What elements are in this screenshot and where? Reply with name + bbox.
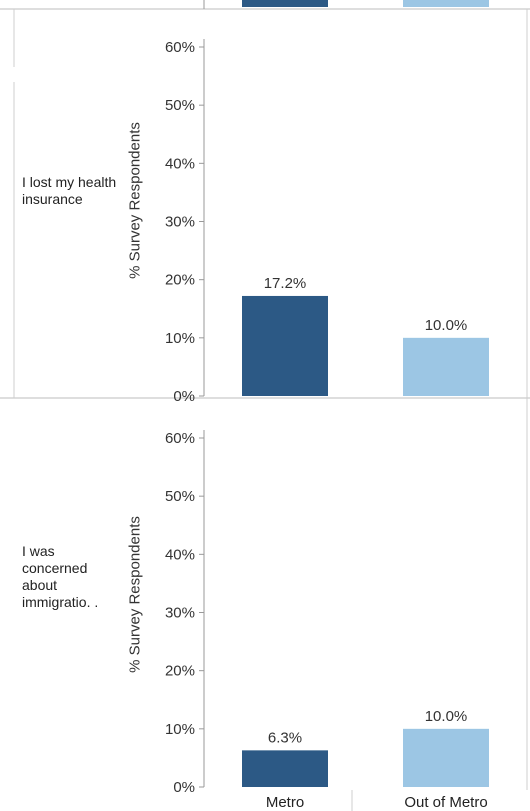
y-tick-label: 30% xyxy=(165,605,195,622)
data-label: 17.2% xyxy=(264,275,307,292)
data-label: 10.0% xyxy=(425,708,468,725)
y-tick-label: 60% xyxy=(165,39,195,56)
bar-metro xyxy=(242,750,328,787)
y-tick-label: 20% xyxy=(165,272,195,289)
y-tick-label: 10% xyxy=(165,330,195,347)
y-tick-label: 50% xyxy=(165,97,195,114)
y-tick-label: 0% xyxy=(173,388,195,405)
y-tick-label: 40% xyxy=(165,546,195,563)
data-label: 10.0% xyxy=(425,317,468,334)
bar-metro xyxy=(242,295,328,396)
y-tick-label: 10% xyxy=(165,721,195,738)
y-tick-label: 30% xyxy=(165,214,195,231)
y-tick-label: 50% xyxy=(165,488,195,505)
bar-partial-out-of-metro xyxy=(403,0,489,7)
data-label: 6.3% xyxy=(268,729,302,746)
row-label-immigration: I was concerned about immigratio. . xyxy=(22,543,99,610)
x-tick-label: Metro xyxy=(266,794,304,811)
y-tick-label: 60% xyxy=(165,430,195,447)
row-label-health-insurance: I lost my health insurance xyxy=(22,174,117,207)
x-tick-label: Out of Metro xyxy=(404,794,487,811)
bar-partial-metro xyxy=(242,0,328,7)
y-tick-label: 20% xyxy=(165,663,195,680)
y-tick-label: 0% xyxy=(173,779,195,796)
y-tick-label: 40% xyxy=(165,155,195,172)
bar-out-of-metro xyxy=(403,337,489,396)
bar-out-of-metro xyxy=(403,728,489,787)
